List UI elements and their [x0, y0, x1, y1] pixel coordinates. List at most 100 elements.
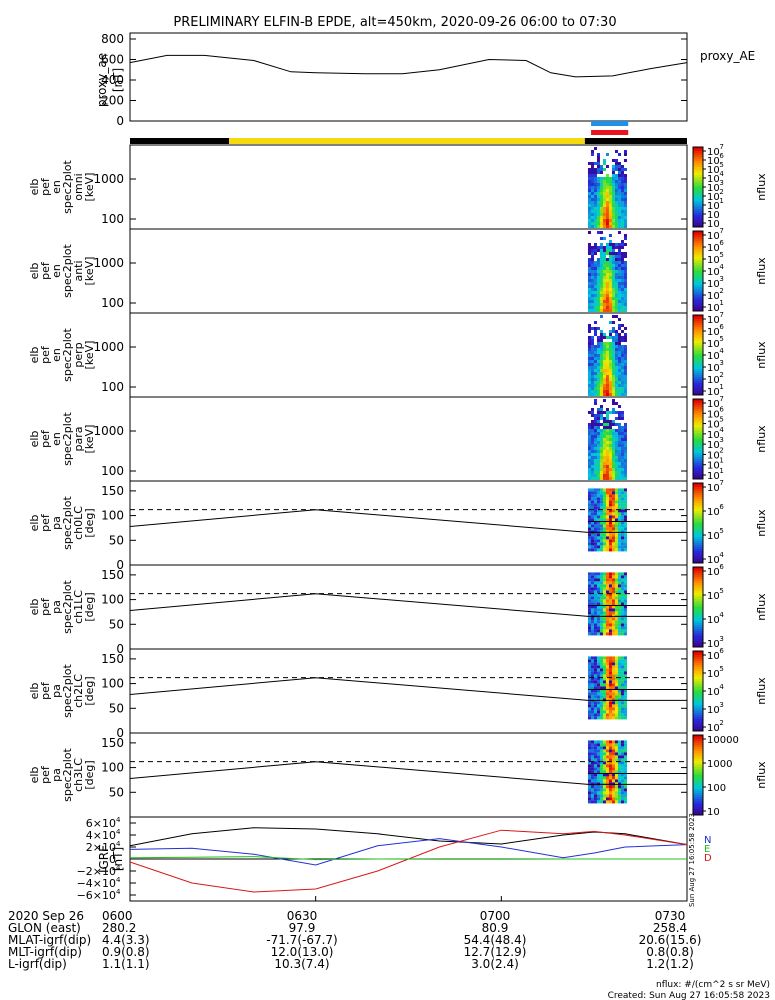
colorbar-cell: [693, 709, 703, 712]
spec-cell: [617, 674, 621, 678]
spec-cell: [602, 180, 606, 183]
spec-cell: [614, 288, 618, 291]
spec-cell: [596, 453, 600, 456]
spec-cell: [611, 183, 615, 186]
spec-cell: [602, 584, 606, 588]
colorbar-cell: [693, 295, 703, 298]
spec-cell: [623, 189, 627, 192]
spec-cell: [611, 360, 615, 363]
spec-cell: [596, 629, 600, 633]
spec-cell: [590, 599, 594, 603]
colorbar-cell: [693, 367, 703, 370]
spec-cell: [593, 399, 597, 402]
spec-cell: [608, 704, 612, 708]
spec-cell: [614, 668, 618, 672]
spec-cell: [593, 453, 597, 456]
spec-cell: [620, 297, 624, 300]
spec-cell: [599, 336, 603, 339]
spec-cell: [590, 351, 594, 354]
spec-cell: [608, 336, 612, 339]
spec-cell: [587, 351, 591, 354]
spec-cell: [611, 674, 615, 678]
spec-ytick-label: 100: [101, 380, 124, 394]
spec-cell: [611, 671, 615, 675]
spec-cell: [602, 665, 606, 669]
spec-cell: [590, 201, 594, 204]
spec-cell: [617, 713, 621, 717]
spec-cell: [617, 453, 621, 456]
colorbar-tick-label: 10: [707, 192, 720, 203]
spec-cell: [593, 213, 597, 216]
spec-cell: [596, 195, 600, 198]
spec-cell: [620, 587, 624, 591]
colorbar-cell: [693, 281, 703, 284]
colorbar-cell: [693, 653, 703, 656]
spec-ylabel: [deg]: [83, 760, 96, 789]
spec-cell: [617, 177, 621, 180]
colorbar-cell: [693, 447, 703, 450]
spec-cell: [608, 620, 612, 624]
spec-cell: [614, 291, 618, 294]
igrf-series-line: [129, 827, 688, 847]
colorbar-tick-exp: 6: [719, 323, 724, 331]
spec-cell: [593, 707, 597, 711]
spec-cell: [587, 611, 591, 615]
spec-cell: [605, 390, 609, 393]
colorbar-cell: [693, 775, 703, 778]
spec-cell: [608, 749, 612, 753]
spec-cell: [608, 578, 612, 582]
spec-cell: [620, 791, 624, 795]
spec-cell: [614, 198, 618, 201]
spec-cell: [593, 500, 597, 504]
spec-cell: [596, 390, 600, 393]
spec-cell: [602, 354, 606, 357]
spec-cell: [593, 447, 597, 450]
xtick-row-label: 1.2(1.2): [646, 957, 694, 971]
spec-cell: [614, 632, 618, 636]
spec-cell: [608, 710, 612, 714]
spec-cell: [620, 189, 624, 192]
spec-cell: [617, 500, 621, 504]
colorbar-cell: [693, 253, 703, 256]
spec-cell: [605, 605, 609, 609]
spec-cell: [611, 512, 615, 516]
xtick-row-label: 0.8(0.8): [646, 945, 694, 959]
spec-cell: [593, 494, 597, 498]
spec-cell: [596, 339, 600, 342]
spec-cell: [617, 192, 621, 195]
spec-cell: [611, 189, 615, 192]
spec-cell: [620, 596, 624, 600]
spec-cell: [605, 665, 609, 669]
spec-cell: [596, 204, 600, 207]
spec-cell: [593, 497, 597, 501]
spec-cell: [605, 174, 609, 177]
spec-cell: [599, 590, 603, 594]
spec-cell: [596, 797, 600, 801]
colorbar-cell: [693, 697, 703, 700]
spec-cell: [587, 767, 591, 771]
colorbar-tick-exp: 4: [719, 170, 724, 178]
colorbar-cell: [693, 149, 703, 152]
spec-cell: [599, 381, 603, 384]
spec-cell: [599, 605, 603, 609]
colorbar-cell: [693, 595, 703, 598]
spec-cell: [611, 306, 615, 309]
spec-cell: [602, 500, 606, 504]
spec-cell: [590, 536, 594, 540]
spec-cell: [593, 180, 597, 183]
spec-cell: [620, 384, 624, 387]
spec-cell: [617, 761, 621, 765]
spec-cell: [587, 168, 591, 171]
colorbar-cell: [693, 631, 703, 634]
colorbar-cell: [693, 813, 703, 816]
spec-cell: [602, 210, 606, 213]
colorbar-cell: [693, 183, 703, 186]
colorbar-cell: [693, 255, 703, 258]
igrf-series-label: E: [704, 844, 710, 855]
spec-cell: [617, 219, 621, 222]
spec-cell: [593, 186, 597, 189]
spec-cell: [617, 506, 621, 510]
spec-cell: [596, 474, 600, 477]
spec-cell: [617, 791, 621, 795]
spec-cell: [602, 441, 606, 444]
